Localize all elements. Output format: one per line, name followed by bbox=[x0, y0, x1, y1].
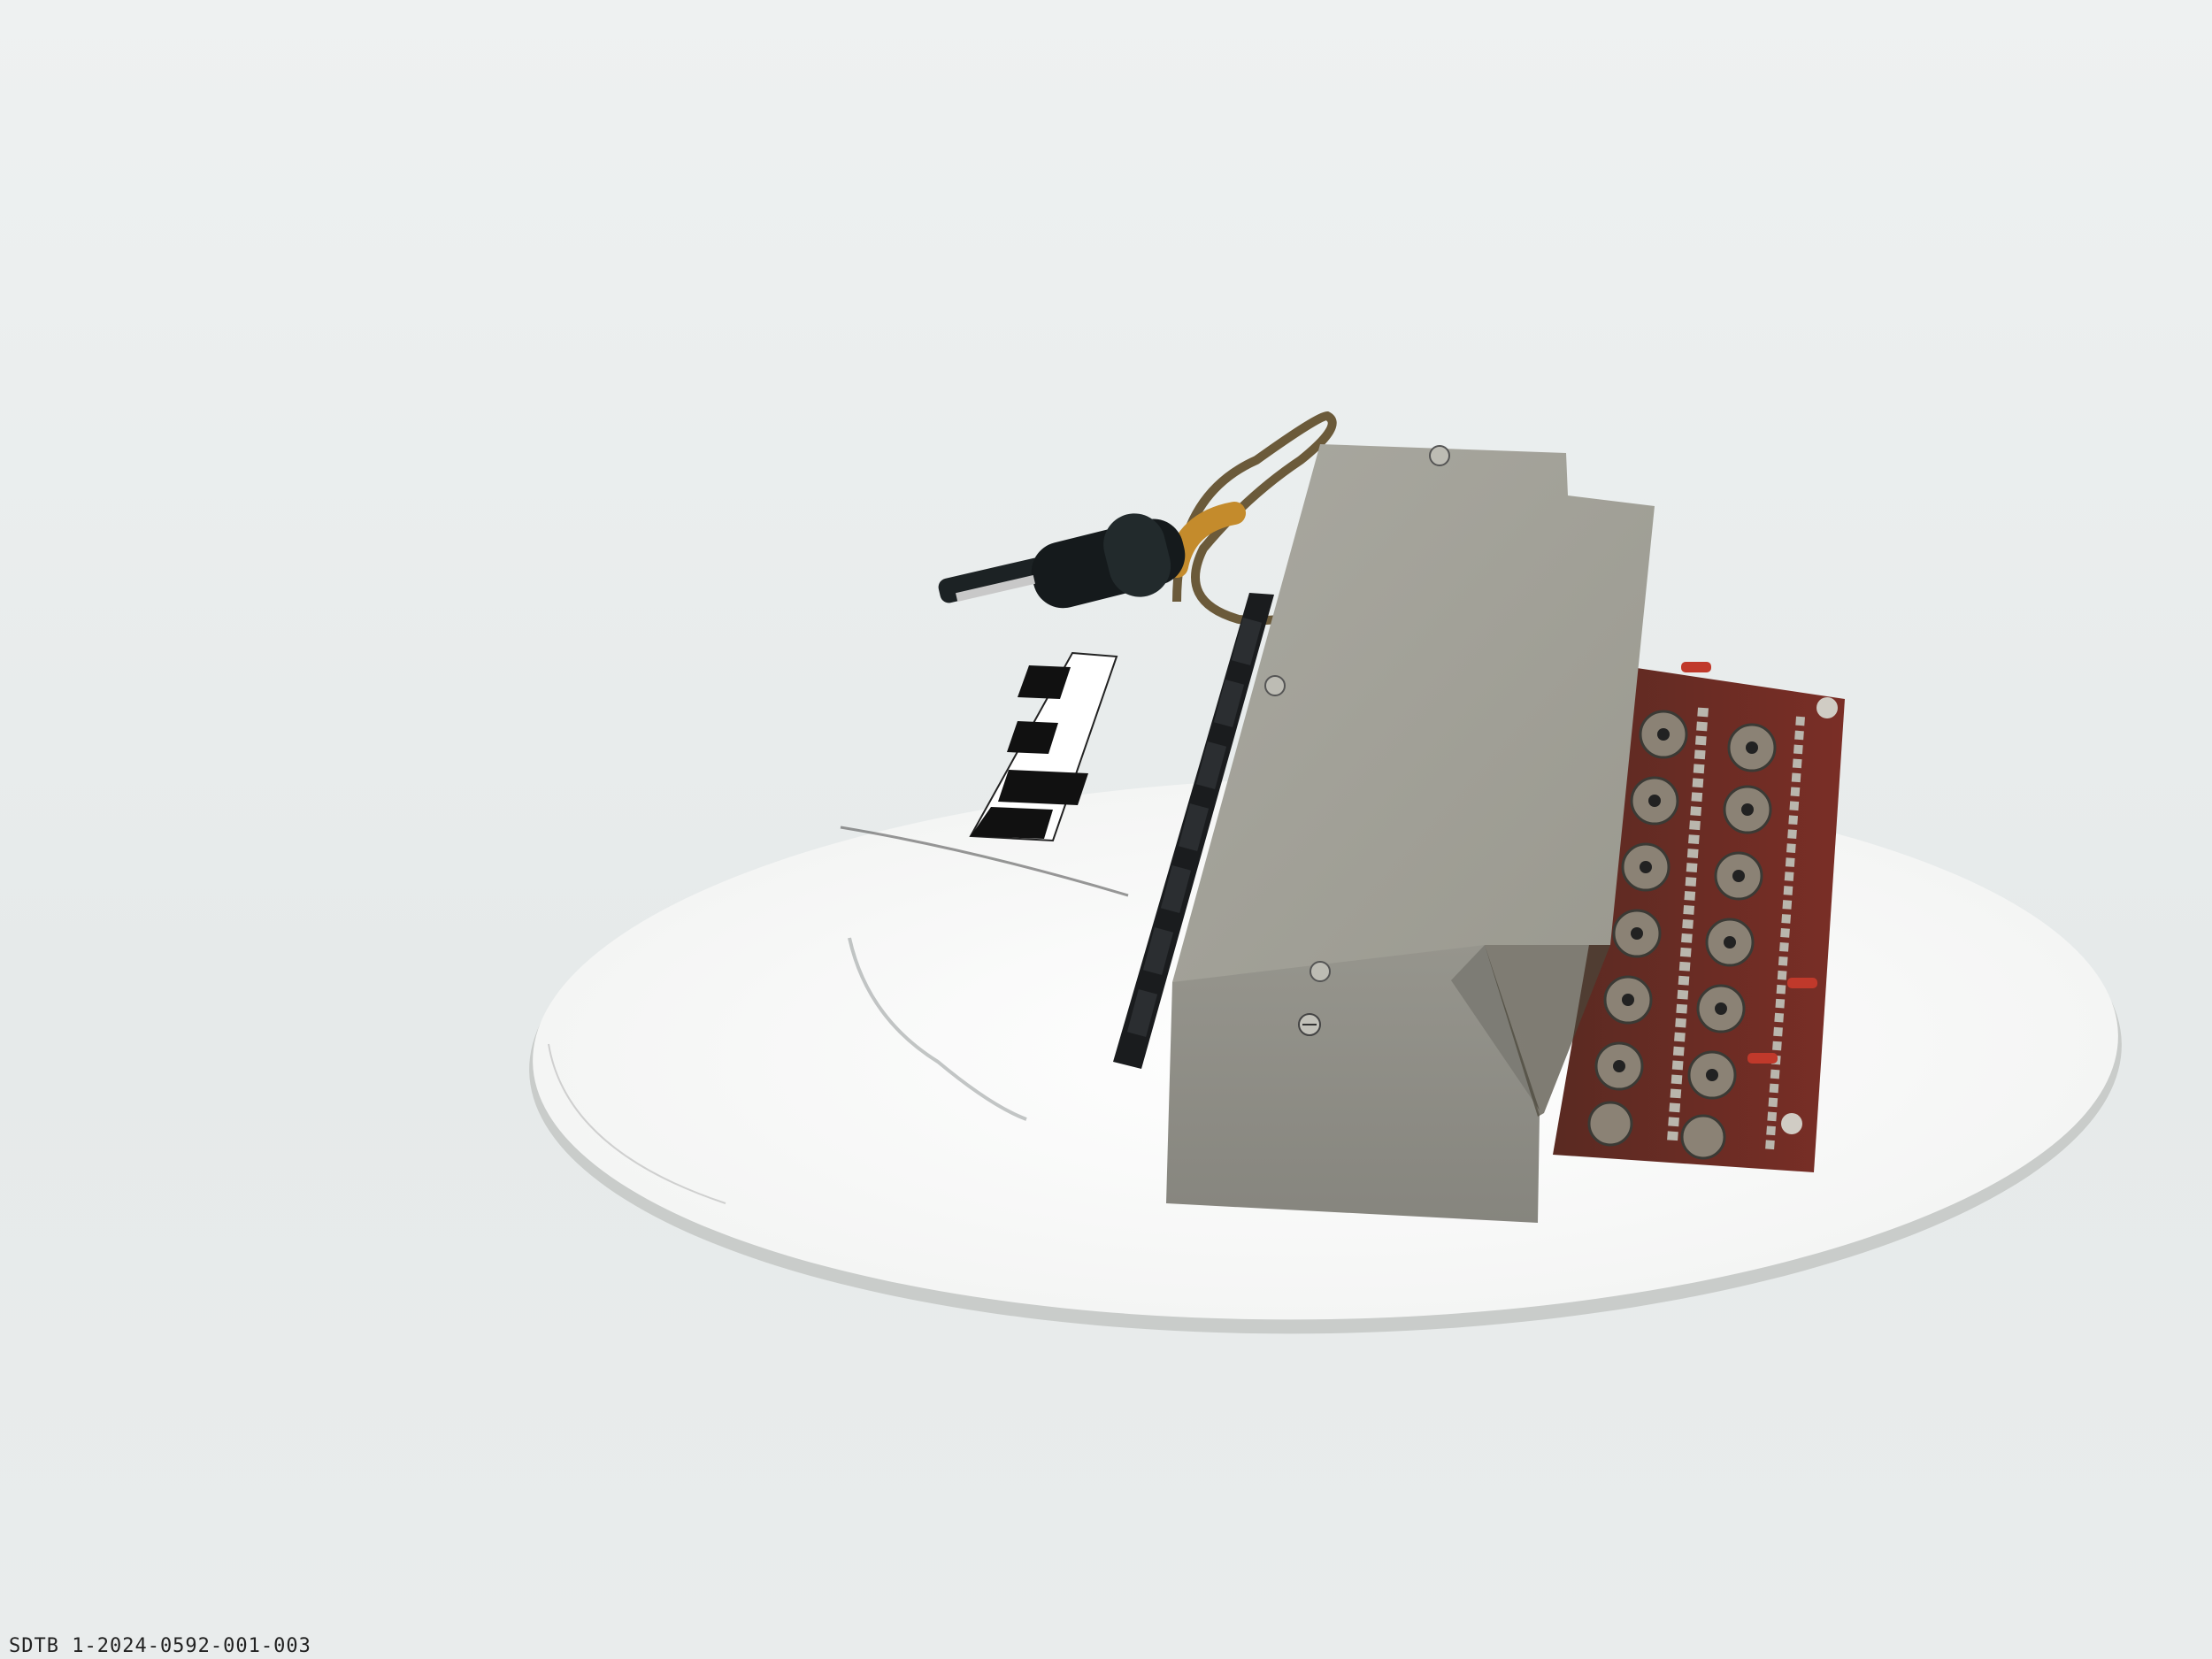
metal-housing bbox=[1166, 444, 1655, 1223]
circuit-board bbox=[1553, 662, 1845, 1172]
plug-icon bbox=[938, 513, 1186, 609]
photo-caption: SDTB 1-2024-0592-001-003 bbox=[9, 1635, 311, 1657]
key-strip bbox=[1113, 593, 1274, 1069]
measurement-scale-icon bbox=[969, 651, 1118, 842]
